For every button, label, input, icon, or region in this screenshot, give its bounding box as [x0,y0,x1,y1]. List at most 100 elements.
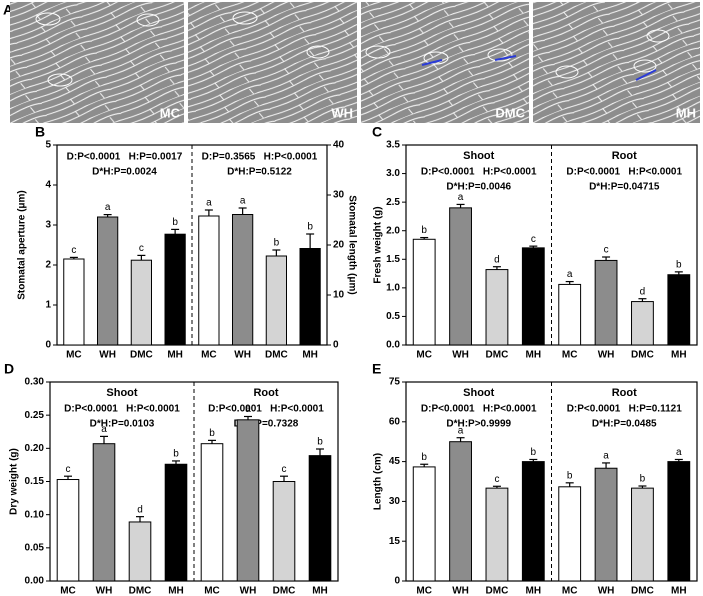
panel-label: B [35,124,45,140]
x-tick-label: MH [671,350,687,361]
y-tick-label: 0.20 [25,443,45,454]
stats-annotation: D*H:P=0.0103 [90,419,155,430]
image-label: WH [331,105,353,120]
bar [265,255,287,346]
bar [558,486,582,582]
significance-letter: a [458,192,464,203]
y-tick-label: 3 [45,220,51,231]
significance-letter: d [494,254,500,265]
panel-label: D [4,361,14,377]
significance-letter: a [240,196,246,207]
bar [594,467,618,582]
significance-letter: b [531,447,537,458]
micrograph: DMC [361,2,529,123]
stats-annotation: D:P<0.0001 H:P<0.0001 [64,404,180,415]
y-tick-label: 2.5 [386,197,400,208]
x-tick-label: WH [99,350,116,361]
bar [56,479,80,582]
y-tick-label: 15 [389,536,401,547]
image-label: MH [676,105,696,120]
y-tick-label: 75 [389,377,401,388]
bar [667,461,691,582]
y-tick-label: 0.25 [25,410,45,421]
x-tick-label: DMC [265,350,288,361]
bar [63,258,85,346]
x-tick-label: MC [60,586,76,596]
y-tick-label: 0.05 [25,542,45,553]
significance-letter: c [531,234,536,245]
image-label: MC [160,105,181,120]
x-tick-label: MH [526,586,542,596]
significance-letter: b [307,222,313,233]
x-tick-label: MH [312,586,328,596]
bar [308,455,332,582]
significance-letter: b [421,225,427,236]
group-title: Root [612,150,637,162]
stats-annotation: D*H:P=0.0485 [592,419,657,430]
bar [130,259,152,346]
significance-letter: c [604,245,609,256]
bar [272,481,296,582]
significance-letter: d [137,504,143,515]
significance-letter: a [245,404,251,415]
bar [521,247,545,346]
y-axis-label: Fresh weight (g) [373,206,384,283]
x-tick-label: MH [167,350,183,361]
significance-letter: b [209,428,215,439]
y2-axis-label: Stomatal length (μm) [346,195,357,294]
y-tick-label: 1.0 [386,282,400,293]
x-tick-label: MC [562,350,578,361]
bar [631,487,654,582]
stats-annotation: D:P<0.0001 H:P=0.1121 [567,404,683,415]
significance-letter: a [603,451,609,462]
y2-tick-label: 30 [333,190,345,201]
significance-letter: b [173,449,179,460]
x-tick-label: MH [671,586,687,596]
stats-annotation: D:P<0.0001 H:P<0.0001 [566,167,682,178]
significance-letter: c [139,243,144,254]
x-tick-label: DMC [130,350,153,361]
x-tick-label: MH [526,350,542,361]
stats-annotation: D*H:P=0.0024 [92,167,157,178]
significance-letter: c [494,474,499,485]
bar [128,521,152,582]
stats-annotation: D*H:P=0.0046 [446,182,511,193]
y-tick-label: 0 [394,576,400,587]
bar [412,238,436,346]
x-tick-label: WH [598,350,615,361]
significance-letter: b [172,217,178,228]
bar [667,274,691,346]
bar [97,216,119,346]
image-label: DMC [495,105,525,120]
stats-annotation: D*H:P=0.04715 [589,182,660,193]
significance-letter: b [676,259,682,270]
significance-letter: c [282,464,287,475]
bar [198,215,220,346]
y-tick-label: 60 [389,416,401,427]
x-tick-label: MH [302,350,318,361]
y2-tick-label: 10 [333,290,345,301]
bar [92,443,116,582]
stats-annotation: D*H:P>0.9999 [446,419,511,430]
significance-letter: c [66,464,71,475]
y-tick-label: 5 [45,140,51,151]
significance-letter: b [274,238,280,249]
group-title: Root [253,387,278,399]
bar [485,269,509,346]
stats-annotation: D:P<0.0001 H:P<0.0001 [421,167,537,178]
x-tick-label: MC [201,350,217,361]
x-tick-label: MH [168,586,184,596]
significance-letter: a [458,425,464,436]
stats-annotation: D:P<0.0001 H:P=0.0017 [67,152,183,163]
stats-annotation: D*H:P=0.7328 [234,419,299,430]
significance-letter: a [567,269,573,280]
x-tick-label: MC [562,586,578,596]
x-tick-label: WH [452,586,469,596]
stats-annotation: D:P=0.3565 H:P<0.0001 [202,152,318,163]
group-title: Shoot [463,387,494,399]
group-title: Root [612,387,637,399]
significance-letter: a [206,198,212,209]
y-tick-label: 0.10 [25,509,45,520]
y-axis-label: Stomatal aperture (μm) [17,190,28,299]
